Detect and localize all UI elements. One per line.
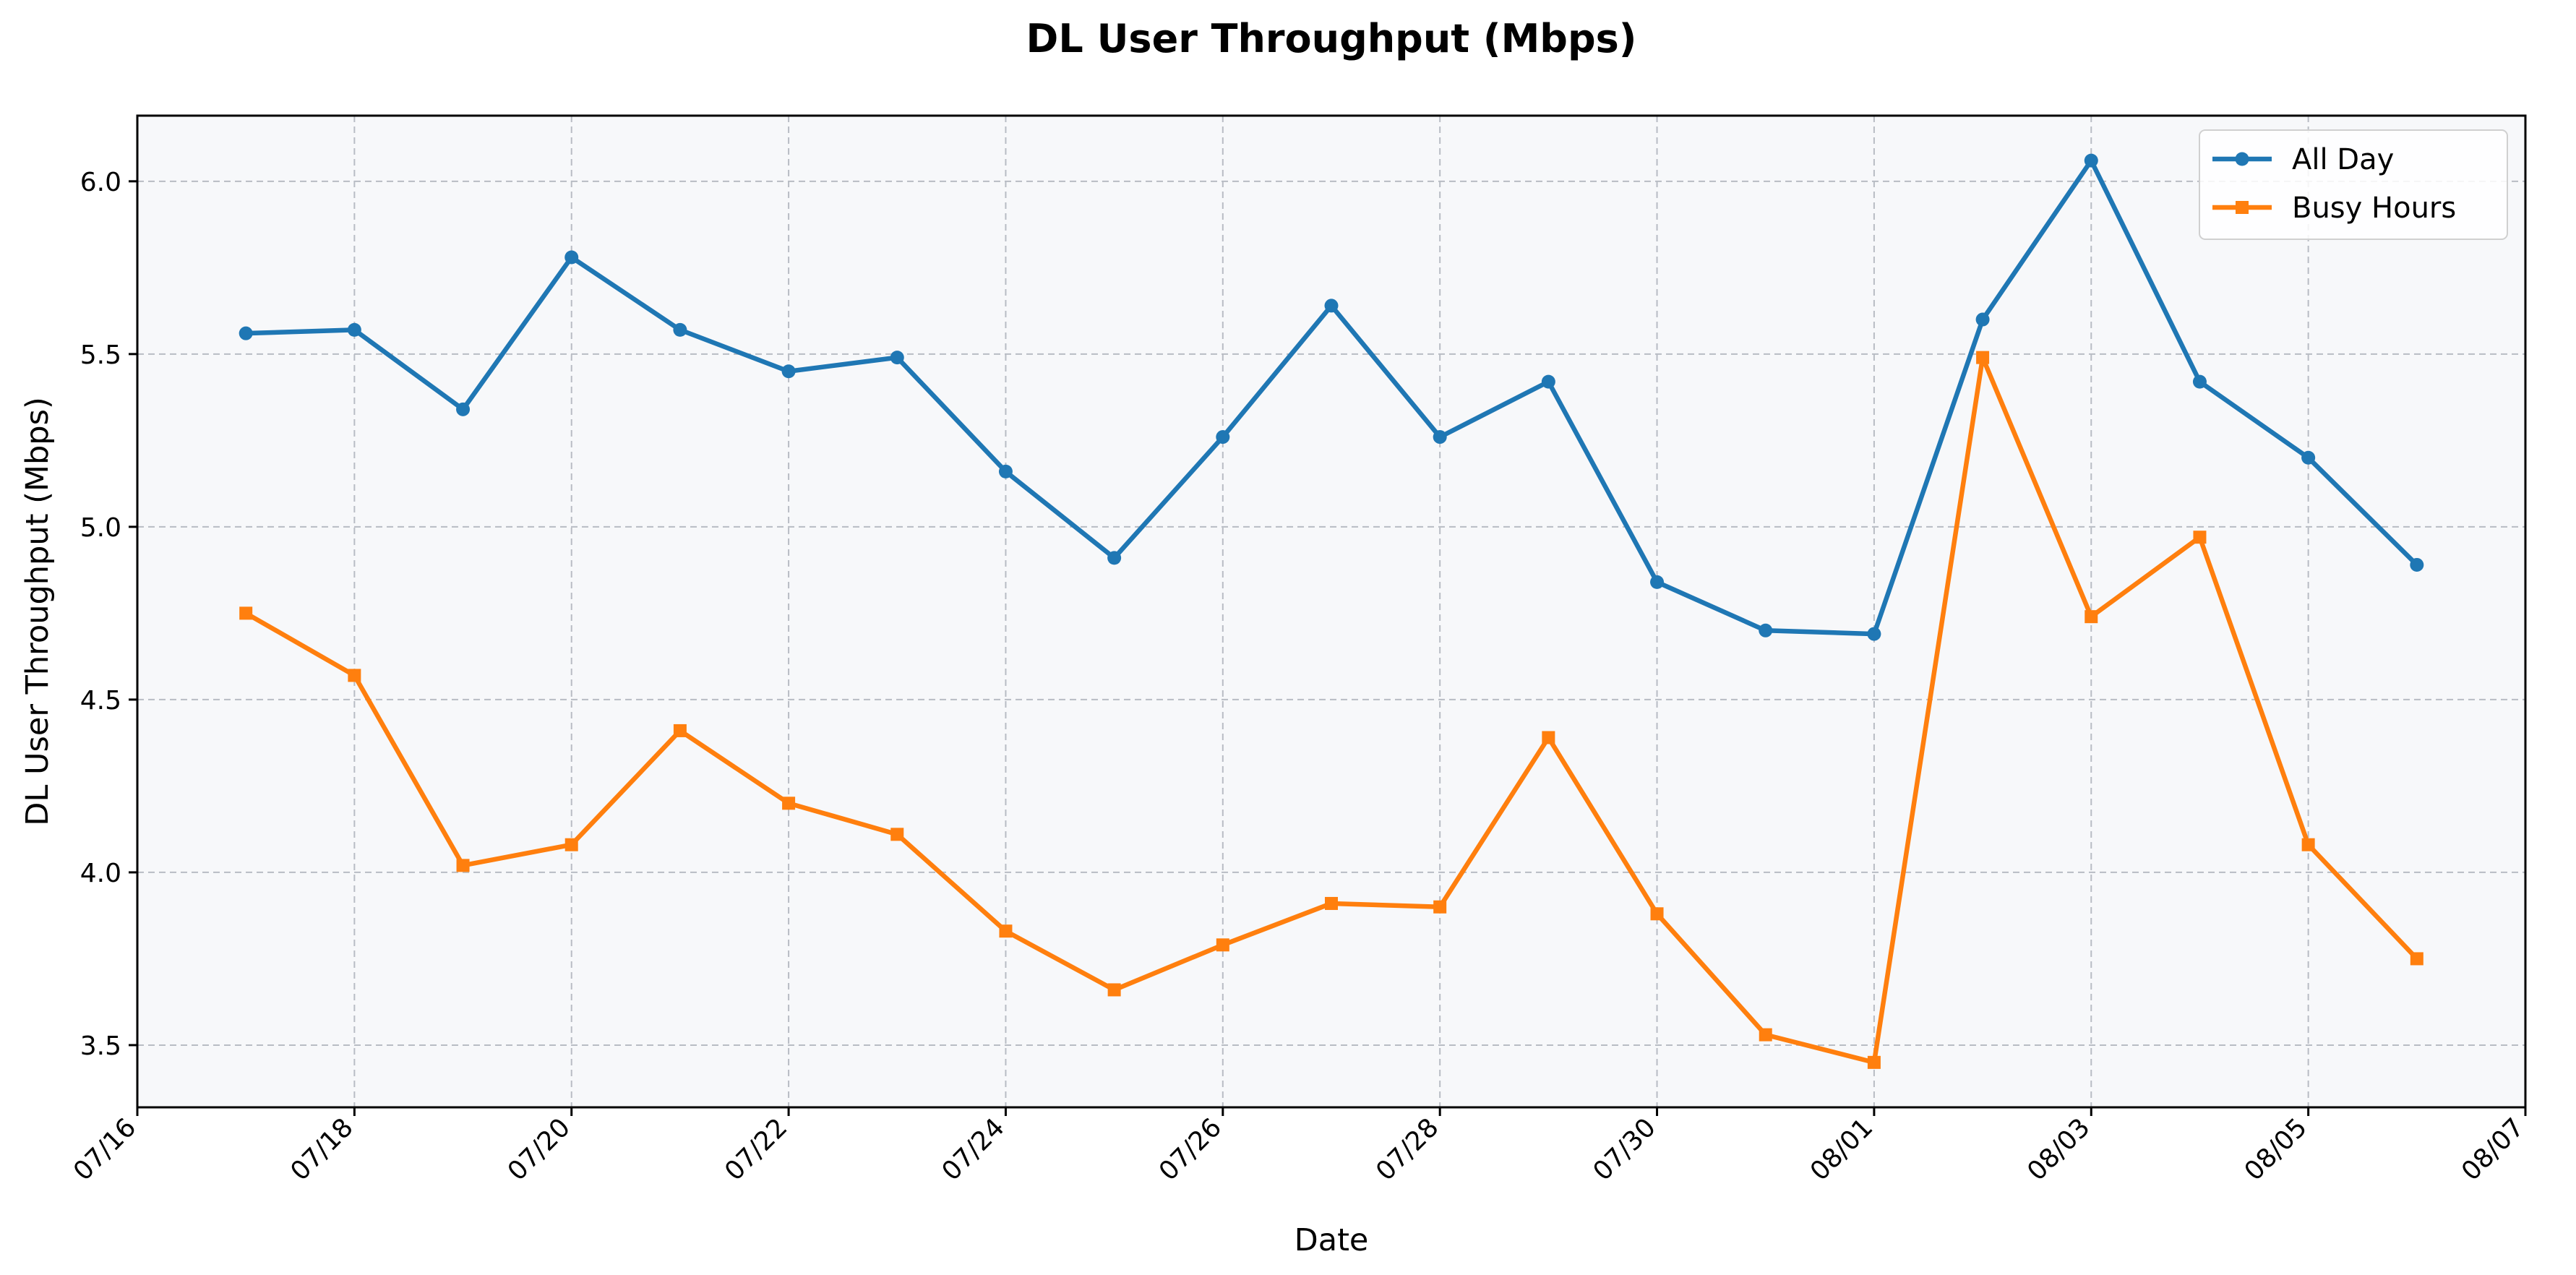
legend-marker [2235,152,2249,166]
data-point [782,797,796,810]
data-point [2193,531,2207,544]
data-point [1216,938,1229,952]
data-point [890,828,904,841]
y-tick-label: 5.5 [80,340,121,370]
data-point [2410,557,2424,572]
data-point [456,859,470,872]
data-point [1759,1028,1772,1042]
data-point [347,322,361,337]
data-point [673,322,687,337]
y-axis-label: DL User Throughput (Mbps) [20,397,56,826]
data-point [673,724,687,737]
data-point [456,402,471,416]
data-point [348,669,361,682]
data-point [1107,983,1121,997]
x-axis-label: Date [1295,1222,1369,1258]
data-point [564,838,578,851]
data-point [2301,450,2316,465]
y-tick-label: 6.0 [80,168,121,197]
data-point [2192,374,2207,389]
data-point [1650,575,1665,589]
data-point [1107,551,1122,565]
data-point [998,464,1013,478]
data-point [999,924,1013,938]
plot-area [137,116,2525,1107]
legend-marker [2236,201,2249,214]
data-point [781,364,796,379]
plot-frame [136,114,2527,1109]
data-point [1867,1055,1881,1069]
legend-item: Busy Hours [2212,192,2456,225]
legend-box [2199,129,2508,240]
y-tick-label: 5.0 [80,513,121,543]
data-point [1759,623,1773,638]
data-point [890,351,904,365]
data-point [239,606,253,620]
data-point [2301,838,2315,851]
y-tick-label: 3.5 [80,1031,121,1061]
data-point [1976,351,1990,364]
data-point [1541,374,1555,389]
data-point [1325,896,1338,910]
data-point [2084,153,2098,168]
y-tick-label: 4.0 [80,859,121,888]
series-all-day [239,153,2424,641]
y-tick-label: 4.5 [80,686,121,716]
legend-item: All Day [2212,143,2394,176]
data-point [1216,430,1230,445]
legend-label: All Day [2292,143,2394,176]
data-point [1542,731,1555,744]
chart-title: DL User Throughput (Mbps) [1026,16,1637,61]
data-point [1324,299,1339,313]
legend-label: Busy Hours [2292,192,2456,225]
data-point [239,326,253,340]
series-layer [239,153,2424,1069]
series-busy-hours [239,351,2423,1069]
data-point [1975,312,1990,327]
data-point [2410,952,2423,966]
data-point [1650,907,1664,921]
data-point [1433,430,1447,445]
data-point [1867,627,1881,641]
data-point [2085,610,2098,624]
data-point [564,250,579,265]
data-point [1433,900,1447,914]
legend: All Day Busy Hours [2199,129,2508,240]
